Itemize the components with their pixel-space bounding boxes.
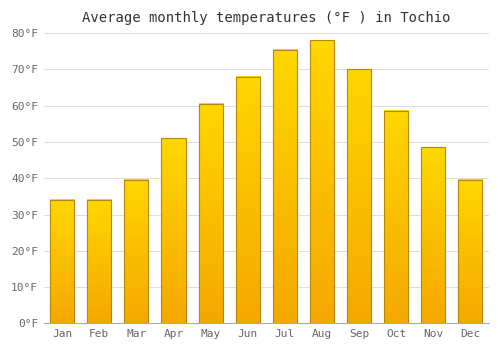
- Bar: [236, 77, 260, 323]
- Bar: [124, 180, 148, 323]
- Bar: [347, 70, 371, 323]
- Bar: [198, 104, 222, 323]
- Bar: [88, 200, 112, 323]
- Bar: [273, 50, 297, 323]
- Bar: [310, 41, 334, 323]
- Bar: [50, 200, 74, 323]
- Bar: [162, 138, 186, 323]
- Bar: [458, 180, 482, 323]
- Title: Average monthly temperatures (°F ) in Tochio: Average monthly temperatures (°F ) in To…: [82, 11, 450, 25]
- Bar: [384, 111, 408, 323]
- Bar: [421, 147, 446, 323]
